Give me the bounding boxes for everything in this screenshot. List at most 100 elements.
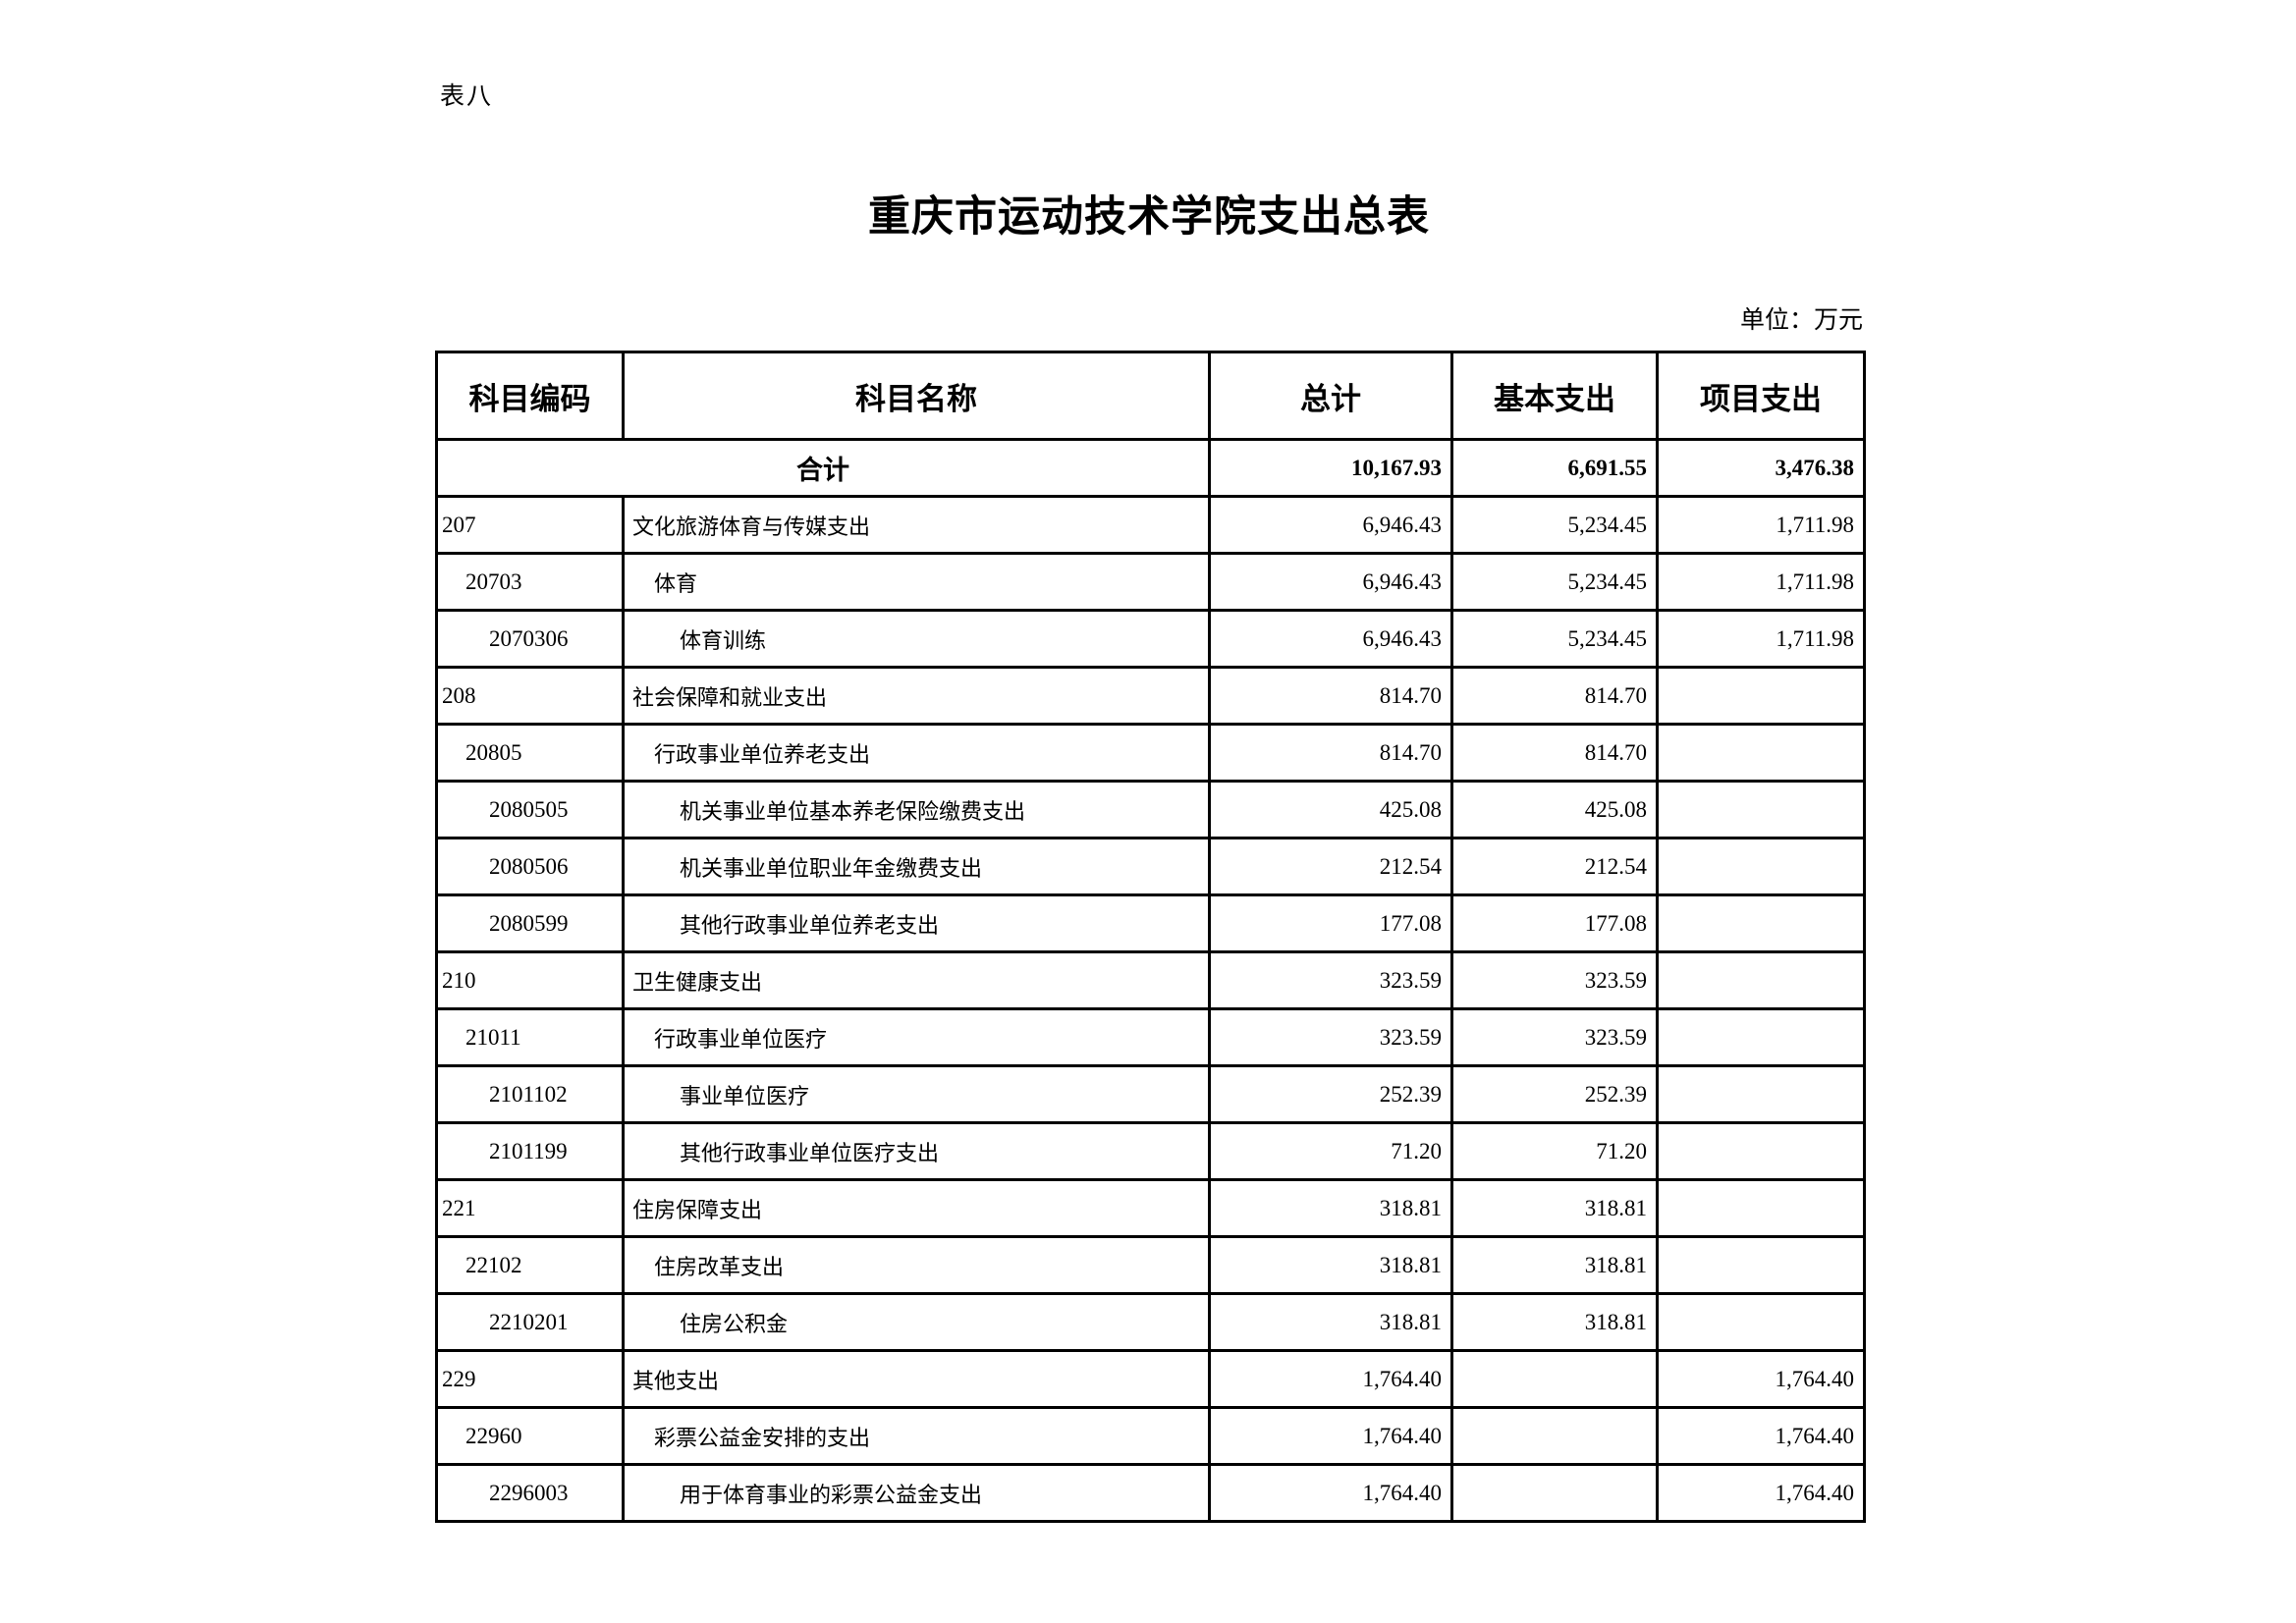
total-cell: 425.08 [1208, 780, 1453, 839]
code-cell: 22102 [435, 1235, 625, 1295]
basic-cell: 318.81 [1450, 1235, 1659, 1295]
name-cell: 文化旅游体育与传媒支出 [622, 495, 1211, 555]
total-cell: 814.70 [1208, 666, 1453, 726]
basic-cell: 318.81 [1450, 1178, 1659, 1238]
basic-cell [1450, 1406, 1659, 1466]
name-cell: 事业单位医疗 [622, 1064, 1211, 1124]
basic-cell: 177.08 [1450, 893, 1659, 953]
column-header-name: 科目名称 [622, 351, 1211, 441]
total-cell: 177.08 [1208, 893, 1453, 953]
table-row: 22960 彩票公益金安排的支出 1,764.40 1,764.40 [435, 1406, 1866, 1466]
name-cell: 住房改革支出 [622, 1235, 1211, 1295]
code-cell: 221 [435, 1178, 625, 1238]
code-cell: 2080505 [435, 780, 625, 839]
total-cell: 6,946.43 [1208, 609, 1453, 669]
unit-label: 单位：万元 [1739, 307, 1863, 334]
total-cell: 318.81 [1208, 1178, 1453, 1238]
total-label-cell: 合计 [435, 438, 1211, 498]
total-cell: 323.59 [1208, 1007, 1453, 1067]
name-cell: 卫生健康支出 [622, 950, 1211, 1010]
project-cell [1656, 1178, 1866, 1238]
project-cell [1656, 950, 1866, 1010]
total-cell: 1,764.40 [1208, 1463, 1453, 1523]
basic-cell: 323.59 [1450, 1007, 1659, 1067]
name-cell: 其他支出 [622, 1349, 1211, 1409]
name-cell: 用于体育事业的彩票公益金支出 [622, 1463, 1211, 1523]
table-row: 208 社会保障和就业支出 814.70 814.70 [435, 666, 1866, 726]
expenditure-table-container: 科目编码 科目名称 总计 基本支出 项目支出 合计 10,167.93 6,69… [435, 351, 1866, 1523]
total-cell: 71.20 [1208, 1121, 1453, 1181]
code-cell: 2101199 [435, 1121, 625, 1181]
basic-cell: 5,234.45 [1450, 552, 1659, 612]
project-cell [1656, 1064, 1866, 1124]
name-cell: 住房保障支出 [622, 1178, 1211, 1238]
code-cell: 20703 [435, 552, 625, 612]
basic-cell: 814.70 [1450, 723, 1659, 783]
code-cell: 22960 [435, 1406, 625, 1466]
total-cell: 252.39 [1208, 1064, 1453, 1124]
basic-cell: 318.81 [1450, 1292, 1659, 1352]
code-cell: 21011 [435, 1007, 625, 1067]
table-row: 20703 体育 6,946.43 5,234.45 1,711.98 [435, 552, 1866, 612]
table-row: 221 住房保障支出 318.81 318.81 [435, 1178, 1866, 1238]
project-cell [1656, 780, 1866, 839]
expenditure-table: 科目编码 科目名称 总计 基本支出 项目支出 合计 10,167.93 6,69… [435, 351, 1866, 1523]
project-cell: 1,711.98 [1656, 552, 1866, 612]
table-body: 合计 10,167.93 6,691.55 3,476.38 207 文化旅游体育… [435, 438, 1866, 1523]
column-header-code: 科目编码 [435, 351, 625, 441]
table-row: 21011 行政事业单位医疗 323.59 323.59 [435, 1007, 1866, 1067]
basic-cell: 5,234.45 [1450, 495, 1659, 555]
name-cell: 其他行政事业单位医疗支出 [622, 1121, 1211, 1181]
total-project-cell: 3,476.38 [1656, 438, 1866, 498]
project-cell [1656, 1292, 1866, 1352]
name-cell: 体育 [622, 552, 1211, 612]
code-cell: 2210201 [435, 1292, 625, 1352]
name-cell: 社会保障和就业支出 [622, 666, 1211, 726]
code-cell: 2080506 [435, 837, 625, 896]
name-cell: 机关事业单位职业年金缴费支出 [622, 837, 1211, 896]
project-cell [1656, 893, 1866, 953]
name-cell: 机关事业单位基本养老保险缴费支出 [622, 780, 1211, 839]
project-cell: 1,764.40 [1656, 1349, 1866, 1409]
total-basic-cell: 6,691.55 [1450, 438, 1659, 498]
name-cell: 行政事业单位养老支出 [622, 723, 1211, 783]
table-row: 210 卫生健康支出 323.59 323.59 [435, 950, 1866, 1010]
basic-cell [1450, 1463, 1659, 1523]
basic-cell: 212.54 [1450, 837, 1659, 896]
project-cell: 1,764.40 [1656, 1406, 1866, 1466]
name-cell: 彩票公益金安排的支出 [622, 1406, 1211, 1466]
table-row: 2080505 机关事业单位基本养老保险缴费支出 425.08 425.08 [435, 780, 1866, 839]
table-row: 20805 行政事业单位养老支出 814.70 814.70 [435, 723, 1866, 783]
table-row: 2101102 事业单位医疗 252.39 252.39 [435, 1064, 1866, 1124]
code-cell: 2296003 [435, 1463, 625, 1523]
project-cell: 1,764.40 [1656, 1463, 1866, 1523]
page-tag: 表八 [440, 83, 494, 110]
total-cell: 6,946.43 [1208, 552, 1453, 612]
total-cell: 1,764.40 [1208, 1349, 1453, 1409]
name-cell: 行政事业单位医疗 [622, 1007, 1211, 1067]
code-cell: 210 [435, 950, 625, 1010]
total-cell: 318.81 [1208, 1292, 1453, 1352]
table-row: 2080599 其他行政事业单位养老支出 177.08 177.08 [435, 893, 1866, 953]
basic-cell: 323.59 [1450, 950, 1659, 1010]
code-cell: 2070306 [435, 609, 625, 669]
basic-cell: 252.39 [1450, 1064, 1659, 1124]
table-row: 229 其他支出 1,764.40 1,764.40 [435, 1349, 1866, 1409]
total-total-cell: 10,167.93 [1208, 438, 1453, 498]
table-row: 2101199 其他行政事业单位医疗支出 71.20 71.20 [435, 1121, 1866, 1181]
project-cell [1656, 666, 1866, 726]
code-cell: 208 [435, 666, 625, 726]
name-cell: 其他行政事业单位养老支出 [622, 893, 1211, 953]
table-row: 2210201 住房公积金 318.81 318.81 [435, 1292, 1866, 1352]
basic-cell: 425.08 [1450, 780, 1659, 839]
project-cell [1656, 837, 1866, 896]
total-row: 合计 10,167.93 6,691.55 3,476.38 [435, 438, 1866, 498]
page-title: 重庆市运动技术学院支出总表 [868, 194, 1430, 241]
table-row: 22102 住房改革支出 318.81 318.81 [435, 1235, 1866, 1295]
column-header-basic: 基本支出 [1450, 351, 1659, 441]
table-header-row: 科目编码 科目名称 总计 基本支出 项目支出 [435, 351, 1866, 441]
total-cell: 1,764.40 [1208, 1406, 1453, 1466]
project-cell [1656, 1235, 1866, 1295]
table-row: 2070306 体育训练 6,946.43 5,234.45 1,711.98 [435, 609, 1866, 669]
code-cell: 229 [435, 1349, 625, 1409]
